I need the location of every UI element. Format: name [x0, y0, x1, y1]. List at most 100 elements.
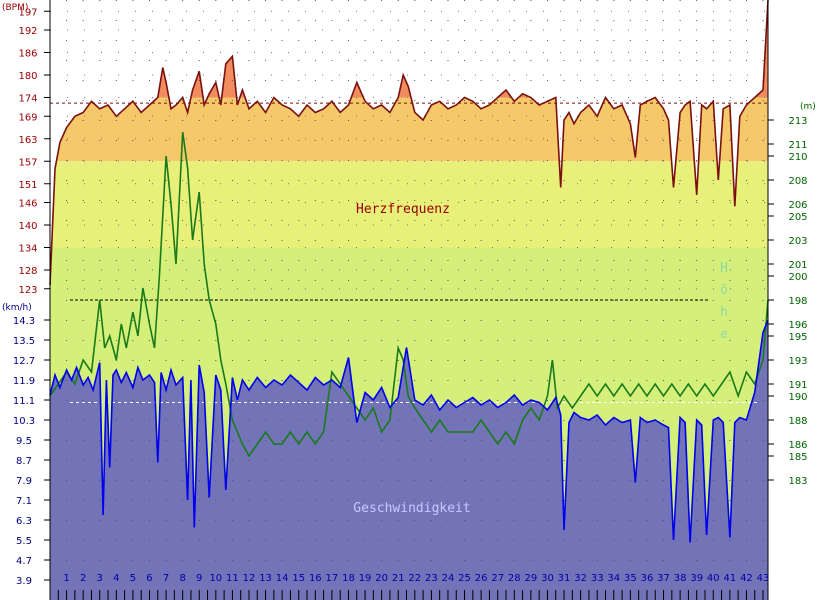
hr-tick-label: 140 [18, 221, 37, 232]
alt-axis-unit: (m) [800, 102, 816, 112]
alt-tick-label: 210 [788, 152, 807, 163]
x-tick-label: 30 [541, 573, 554, 584]
hr-axis-unit: (BPM) [2, 3, 28, 13]
x-tick-label: 40 [707, 573, 720, 584]
x-tick-label: 38 [674, 573, 687, 584]
speed-axis-ticks: 14.3 13.5 12.7 11.9 11.1 10.3 9.5 8.7 7.9 7.1 6.3 5… [13, 316, 50, 587]
x-tick-label: 36 [641, 573, 654, 584]
hr-tick-label: 180 [18, 71, 37, 82]
hr-tick-label: 186 [18, 49, 37, 60]
x-tick-label: 24 [442, 573, 455, 584]
alt-tick-label: 185 [788, 452, 807, 463]
x-tick-label: 31 [558, 573, 571, 584]
x-tick-label: 11 [226, 573, 239, 584]
x-tick-label: 16 [309, 573, 322, 584]
x-tick-label: 42 [740, 573, 753, 584]
x-tick-label: 22 [408, 573, 421, 584]
alt-tick-label: 196 [788, 320, 807, 331]
x-tick-label: 8 [179, 573, 185, 584]
x-tick-label: 29 [525, 573, 538, 584]
speed-tick-label: 7.1 [16, 496, 32, 507]
x-tick-label: 19 [359, 573, 372, 584]
hr-tick-label: 197 [18, 7, 37, 18]
speed-tick-label: 11.1 [13, 396, 35, 407]
x-tick-label: 5 [130, 573, 136, 584]
x-tick-label: 23 [425, 573, 438, 584]
speed-area [50, 320, 768, 600]
alt-tick-label: 195 [788, 332, 807, 343]
hr-tick-label: 123 [18, 285, 37, 296]
x-tick-label: 13 [259, 573, 272, 584]
alt-tick-label: 203 [788, 236, 807, 247]
x-tick-label: 10 [209, 573, 222, 584]
hr-zone [50, 97, 768, 162]
x-tick-label: 1 [63, 573, 69, 584]
speed-tick-label: 10.3 [13, 416, 35, 427]
hr-area [50, 0, 768, 98]
x-tick-label: 39 [690, 573, 703, 584]
x-tick-label: 35 [624, 573, 637, 584]
hr-tick-label: 163 [18, 135, 37, 146]
speed-tick-label: 5.5 [16, 536, 32, 547]
alt-tick-label: 186 [788, 440, 807, 451]
x-tick-label: 3 [97, 573, 103, 584]
hr-zone [50, 161, 768, 248]
hr-tick-label: 174 [18, 94, 37, 105]
alt-tick-label: 188 [788, 416, 807, 427]
x-tick-label: 9 [196, 573, 202, 584]
hr-tick-label: 134 [18, 244, 37, 255]
series-line-geschwindigkeit [49, 319, 769, 543]
speed-tick-label: 8.7 [16, 456, 32, 467]
x-tick-label: 2 [80, 573, 86, 584]
speed-tick-label: 7.9 [16, 476, 32, 487]
x-tick-label: 20 [375, 573, 388, 584]
alt-tick-label: 205 [788, 212, 807, 223]
x-tick-label: 12 [243, 573, 256, 584]
series-label-herzfrequenz: Herzfrequenz [356, 202, 450, 217]
x-tick-label: 21 [392, 573, 405, 584]
alt-tick-label: 191 [788, 380, 807, 391]
speed-tick-label: 6.3 [16, 516, 32, 527]
speed-tick-label: 11.9 [13, 376, 35, 387]
x-tick-label: 43 [757, 573, 770, 584]
x-tick-label: 34 [607, 573, 620, 584]
series-line-herzfrequenz [49, 0, 769, 286]
x-tick-label: 41 [723, 573, 736, 584]
x-tick-label: 33 [591, 573, 604, 584]
hr-tick-label: 157 [18, 157, 37, 168]
hr-upper-mask [50, 0, 768, 285]
x-tick-label: 25 [458, 573, 471, 584]
speed-tick-label: 12.7 [13, 356, 35, 367]
series-label-geschwindigkeit: Geschwindigkeit [353, 501, 470, 516]
speed-tick-label: 3.9 [16, 576, 32, 587]
hr-tick-label: 169 [18, 112, 37, 123]
speed-tick-label: 13.5 [13, 336, 35, 347]
hr-tick-label: 146 [18, 199, 37, 210]
x-tick-label: 15 [292, 573, 305, 584]
x-tick-label: 37 [657, 573, 670, 584]
hr-zones-overlay [50, 0, 768, 285]
x-tick-label: 17 [326, 573, 339, 584]
speed-tick-label: 14.3 [13, 316, 35, 327]
alt-tick-label: 200 [788, 272, 807, 283]
alt-tick-label: 208 [788, 176, 807, 187]
x-tick-label: 6 [146, 573, 152, 584]
speed-tick-label: 4.7 [16, 556, 32, 567]
x-axis-ticks: 1 2 3 4 5 6 7 8 9 10 11 12 13 14 15 16 17 18 19 20 21 22 23 24 2… [49, 573, 770, 600]
x-tick-label: 27 [491, 573, 504, 584]
alt-tick-label: 193 [788, 356, 807, 367]
hr-axis-ticks: 197 192 186 180 174 169 163 157 151 146 140 134 128 1… [18, 7, 50, 296]
alt-tick-label: 198 [788, 296, 807, 307]
alt-tick-label: 201 [788, 260, 807, 271]
alt-tick-label: 183 [788, 476, 807, 487]
x-tick-label: 28 [508, 573, 521, 584]
speed-tick-label: 9.5 [16, 436, 32, 447]
alt-tick-label: 190 [788, 392, 807, 403]
alt-tick-label: 206 [788, 200, 807, 211]
alt-tick-label: 211 [788, 140, 807, 151]
hr-tick-label: 151 [18, 180, 37, 191]
series-line-hoehe [49, 131, 769, 458]
